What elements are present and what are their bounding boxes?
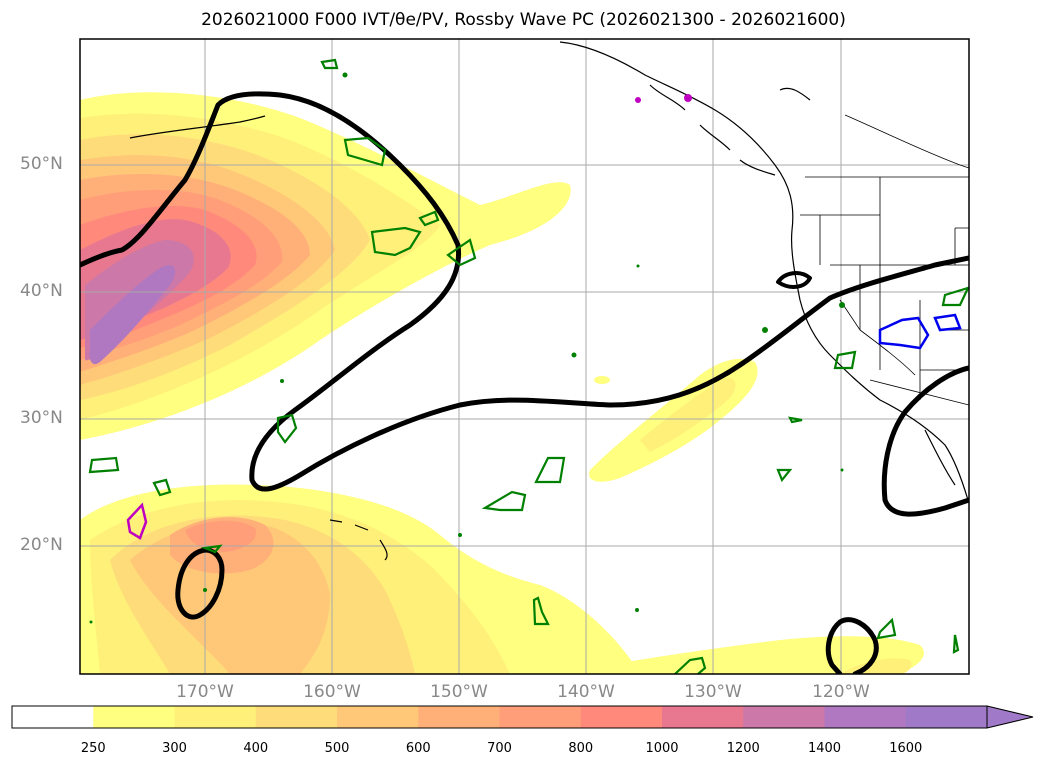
pv-contour-blue-2 <box>933 313 962 332</box>
colorbar-swatch <box>174 706 257 728</box>
ivt-shading-central <box>589 358 758 482</box>
rossby-wave-contours <box>80 91 969 674</box>
colorbar-swatch <box>12 706 94 728</box>
colorbar-tick-label: 600 <box>405 741 431 756</box>
map-frame <box>79 38 970 675</box>
colorbar-swatch <box>662 706 744 728</box>
lat-label-30n: 30°N <box>20 408 63 428</box>
colorbar-tick-label: 1400 <box>807 741 842 756</box>
colorbar-tick-label: 250 <box>80 741 106 756</box>
colorbar-tick-label: 1000 <box>645 741 679 756</box>
pv-contour-magenta <box>126 502 148 540</box>
colorbar-swatch <box>499 706 582 728</box>
political-borders <box>800 114 969 406</box>
colorbar-swatch <box>418 706 500 728</box>
colorbar-swatch <box>743 706 825 728</box>
rossby-contour-small-loop <box>776 271 812 289</box>
colorbar-swatch <box>93 706 175 728</box>
ivt-shading-subtropical <box>80 484 924 674</box>
lat-label-20n: 20°N <box>20 535 63 555</box>
rossby-contour-south-lobe <box>175 547 225 620</box>
map-plot-area <box>80 39 969 674</box>
lat-label-50n: 50°N <box>20 154 63 174</box>
lon-label-120w: 120°W <box>812 682 870 702</box>
colorbar-swatch <box>824 706 907 728</box>
lon-label-150w: 150°W <box>430 682 488 702</box>
colorbar-swatch <box>337 706 419 728</box>
colorbar-tick-label: 300 <box>162 741 187 756</box>
ivt-shading-north <box>80 92 571 441</box>
colorbar-swatch <box>905 706 988 728</box>
pv-contours <box>126 313 962 540</box>
chart-title: 2026021000 F000 IVT/θe/PV, Rossby Wave P… <box>201 10 846 30</box>
colorbar-swatch <box>580 706 663 728</box>
colorbar-tick-label: 1600 <box>889 741 923 756</box>
lon-label-170w: 170°W <box>176 682 234 702</box>
rossby-contour-right-lobe <box>881 365 969 517</box>
map-gridlines <box>80 39 969 674</box>
theta-e-contours <box>88 58 969 674</box>
colorbar <box>11 705 1034 729</box>
pv-contour-blue-1 <box>878 316 930 350</box>
pv-dots <box>635 94 692 103</box>
colorbar-swatch <box>255 706 338 728</box>
lon-label-160w: 160°W <box>303 682 361 702</box>
colorbar-tick-label: 800 <box>568 741 594 756</box>
lat-label-40n: 40°N <box>20 281 63 301</box>
rossby-trough-contour <box>80 91 969 492</box>
lon-label-130w: 130°W <box>684 682 742 702</box>
rossby-contour-bottom-lobe <box>825 617 879 674</box>
lon-label-140w: 140°W <box>557 682 615 702</box>
colorbar-tick-label: 700 <box>487 741 512 756</box>
colorbar-tick-label: 400 <box>243 741 269 756</box>
theta-e-dots <box>89 72 845 624</box>
colorbar-tick-label: 1200 <box>726 741 760 756</box>
colorbar-extend-arrow <box>987 706 1033 728</box>
colorbar-tick-label: 500 <box>324 741 350 756</box>
